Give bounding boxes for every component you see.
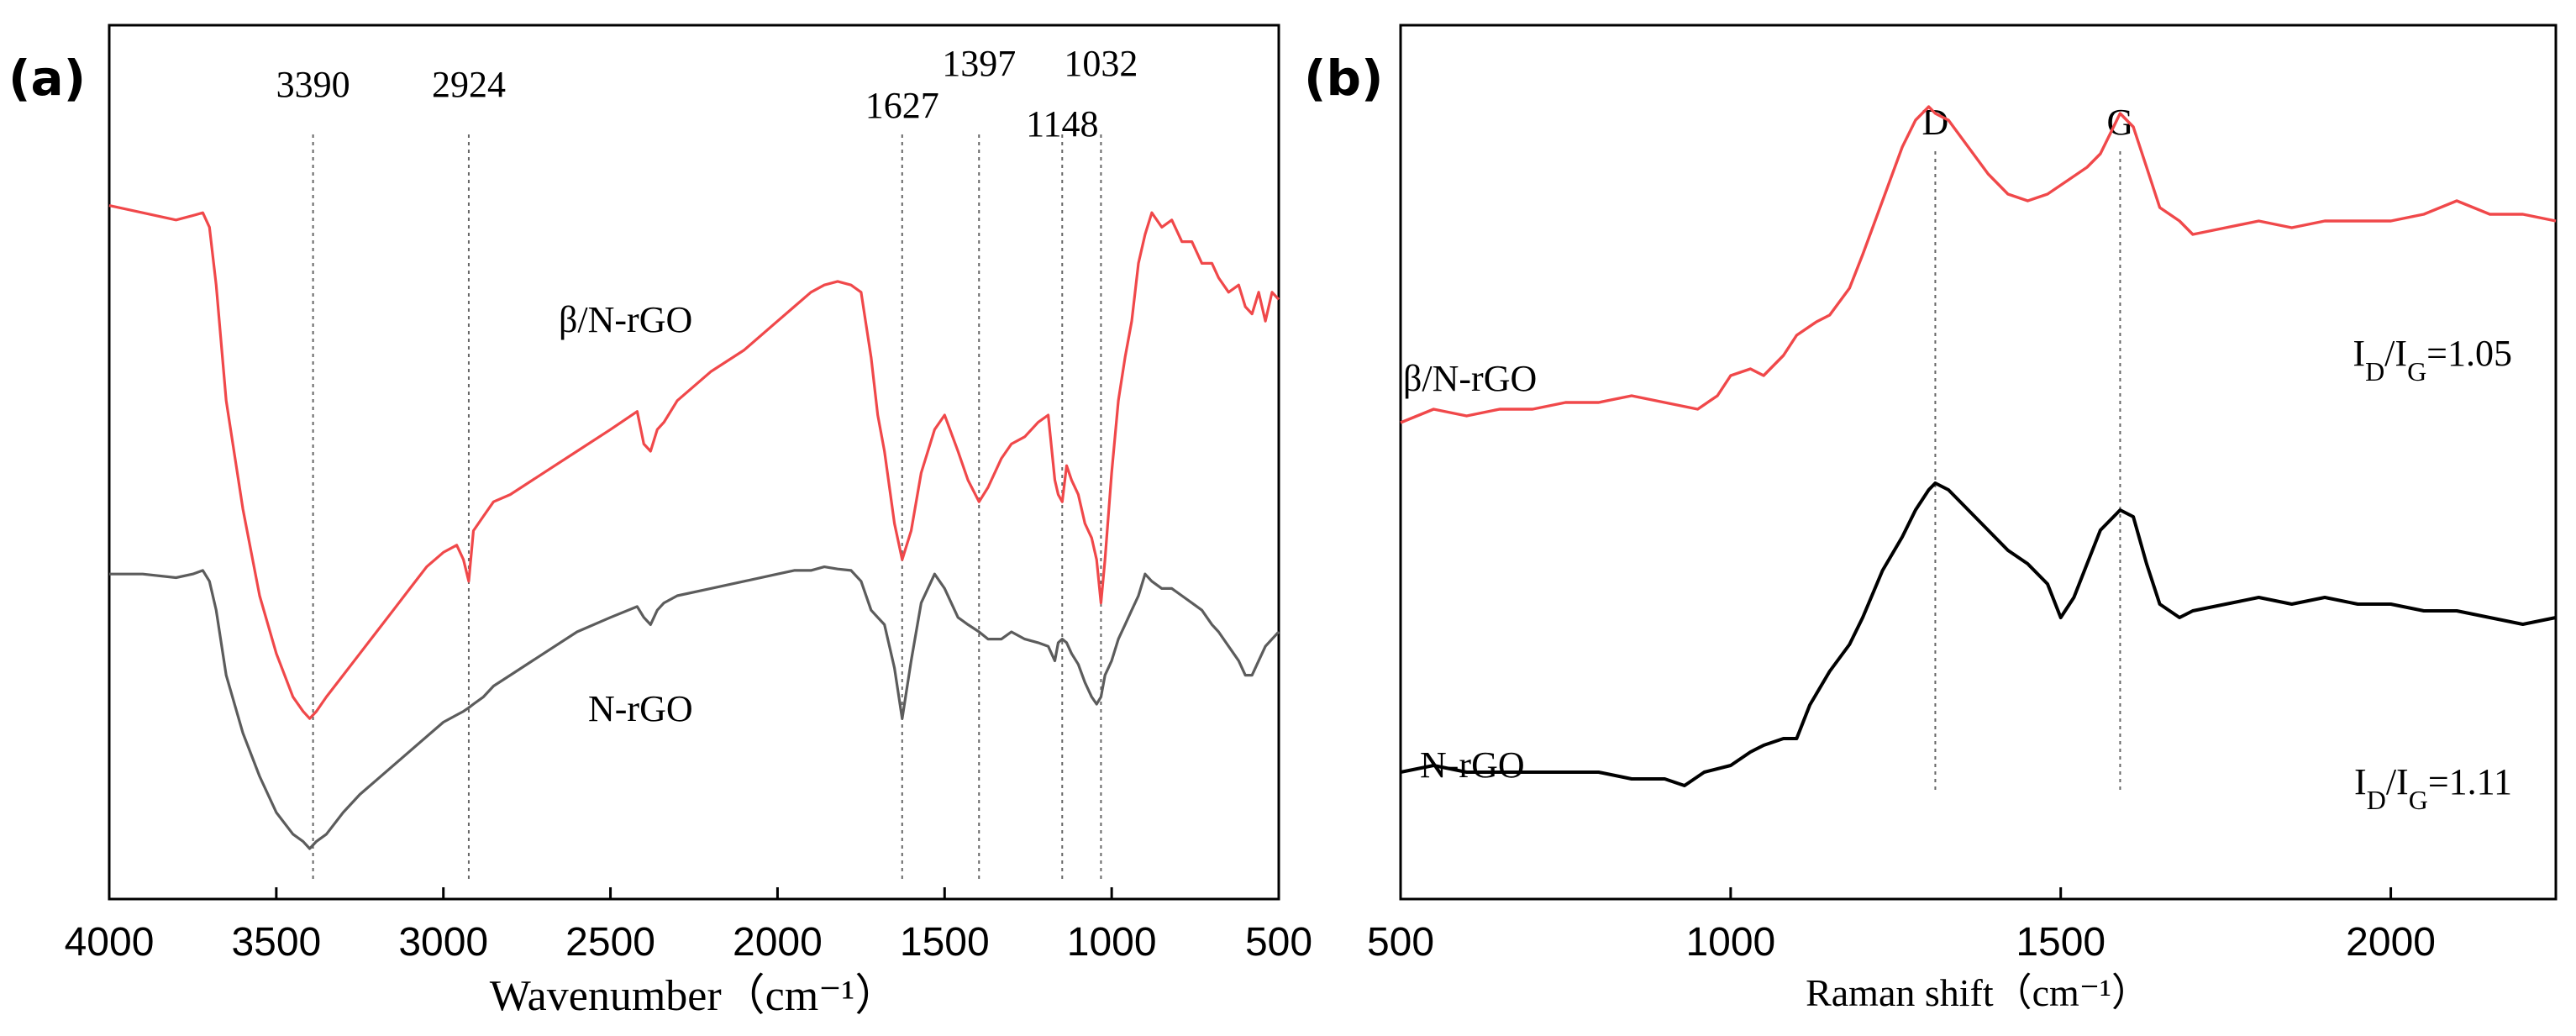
panel-a-tick-label: 500 [1245, 920, 1312, 965]
panel-b-title: (b) [1304, 50, 1384, 107]
panel-a-tick-label: 3500 [231, 920, 321, 965]
panel-a-peak-label: 1148 [1026, 103, 1098, 145]
panel-b-series-label-nrgo: N-rGO [1420, 744, 1525, 786]
panel-a-tick-label: 3000 [398, 920, 488, 965]
panel-b-axes-frame [1399, 24, 2558, 901]
panel-a-axes-frame [108, 24, 1280, 901]
panel-a-series-n-rgo [109, 565, 1280, 850]
panel-b-ratio-nrgo: ID/IG=1.11 [2354, 761, 2512, 815]
panel-b-peak-guides [1934, 151, 2121, 790]
panel-a-peak-guides [312, 134, 1102, 882]
panel-b-series-label-beta: β/N-rGO [1403, 358, 1537, 399]
panel-a-peak-label: 1397 [942, 43, 1016, 84]
panel-a-tick-label: 2000 [733, 920, 823, 965]
panel-b-tick-label: 1500 [2016, 920, 2105, 965]
panel-a-tick-label: 4000 [65, 920, 155, 965]
panel-b-series-n-rgo [1400, 481, 2557, 787]
panel-a-tick-label: 1500 [900, 920, 990, 965]
panel-a-series-beta-n-rgo [108, 204, 1280, 720]
panel-a-series [108, 204, 1280, 850]
panel-b-x-ticks: 500 1000 1500 2000 [1367, 887, 2436, 965]
panel-a-x-label: Wavenumber（cm⁻¹） [490, 972, 899, 1020]
panel-b-tick-label: 1000 [1685, 920, 1775, 965]
panel-a-peak-label: 2924 [432, 64, 506, 105]
panel-a-series-label-beta: β/N-rGO [559, 299, 692, 340]
panel-a-series-label-nrgo: N-rGO [588, 688, 693, 729]
panel-b-tick-label: 2000 [2346, 920, 2436, 965]
panel-a-peak-label: 3390 [276, 64, 350, 105]
panel-a-peak-label: 1032 [1064, 43, 1138, 84]
panel-a-tick-label: 1000 [1067, 920, 1157, 965]
panel-a-tick-label: 2500 [565, 920, 655, 965]
panel-a-title: (a) [8, 50, 86, 107]
panel-b-ratio-beta: ID/IG=1.05 [2353, 333, 2512, 387]
panel-a-peak-label: 1627 [865, 85, 939, 126]
panel-b-series [1400, 105, 2557, 787]
panel-b-series-beta-n-rgo [1400, 105, 2557, 424]
panel-a-x-ticks: 4000 3500 3000 2500 2000 1500 1000 500 [65, 887, 1312, 965]
panel-b-tick-label: 500 [1367, 920, 1434, 965]
panel-b-x-label: Raman shift（cm⁻¹） [1806, 971, 2150, 1014]
